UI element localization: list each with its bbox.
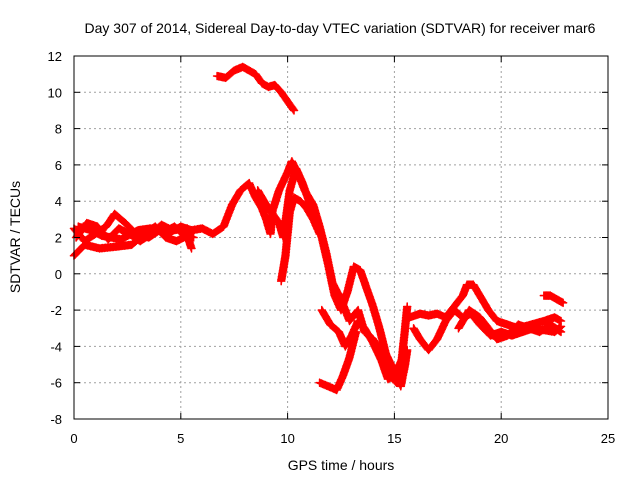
y-tick-label: 0 bbox=[55, 267, 62, 282]
series-track-i bbox=[315, 327, 361, 395]
x-tick-label: 5 bbox=[177, 431, 184, 446]
chart-title: Day 307 of 2014, Sidereal Day-to-day VTE… bbox=[85, 20, 596, 36]
series-track-g bbox=[276, 193, 324, 286]
y-axis-label: SDTVAR / TECUs bbox=[7, 181, 23, 293]
x-tick-label: 20 bbox=[494, 431, 508, 446]
y-tick-label: 6 bbox=[55, 158, 62, 173]
x-tick-label: 25 bbox=[601, 431, 615, 446]
y-tick-label: 8 bbox=[55, 122, 62, 137]
x-axis-label: GPS time / hours bbox=[288, 457, 395, 473]
series-track-j bbox=[212, 62, 299, 115]
x-tick-label: 0 bbox=[70, 431, 77, 446]
y-tick-label: 12 bbox=[48, 49, 62, 64]
y-tick-label: 4 bbox=[55, 194, 62, 209]
y-tick-label: 10 bbox=[48, 85, 62, 100]
series-track-m bbox=[454, 305, 566, 344]
x-tick-labels: 0 5 10 15 20 25 bbox=[70, 431, 615, 446]
y-tick-label: -2 bbox=[50, 303, 62, 318]
axis-ticks bbox=[73, 55, 609, 420]
series-track-n bbox=[539, 291, 568, 308]
y-tick-labels: -8 -6 -4 -2 0 2 4 6 8 10 12 bbox=[48, 49, 62, 427]
data-series bbox=[69, 62, 568, 395]
x-tick-label: 10 bbox=[280, 431, 294, 446]
y-tick-label: -8 bbox=[50, 412, 62, 427]
x-tick-label: 15 bbox=[387, 431, 401, 446]
y-tick-label: -6 bbox=[50, 376, 62, 391]
y-tick-label: -4 bbox=[50, 339, 62, 354]
y-tick-label: 2 bbox=[55, 231, 62, 246]
